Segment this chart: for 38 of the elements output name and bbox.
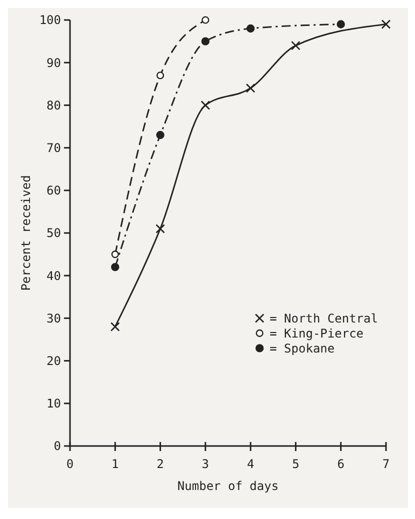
- point: [156, 72, 164, 80]
- point: [200, 100, 210, 110]
- legend-label: = Spokane: [270, 341, 335, 356]
- y-tick-label: 50: [46, 226, 61, 240]
- y-tick-label: 70: [46, 141, 61, 155]
- point: [381, 20, 391, 29]
- x-axis-title: Number of days: [177, 479, 279, 493]
- point: [110, 322, 120, 332]
- y-tick-label: 80: [46, 98, 61, 112]
- legend-label: = North Central: [270, 311, 378, 326]
- y-tick-label: 0: [54, 439, 61, 454]
- point: [336, 20, 345, 28]
- point: [156, 224, 165, 234]
- x-tick-label: 5: [292, 457, 300, 471]
- x-tick-label: 3: [202, 457, 210, 471]
- y-axis-title: Percent received: [19, 175, 33, 291]
- y-tick-label: 100: [39, 13, 61, 28]
- x-tick-label: 1: [112, 457, 119, 471]
- x-tick-label: 4: [246, 457, 254, 471]
- point: [291, 40, 300, 50]
- x-tick-label: 0: [66, 457, 74, 471]
- y-tick-label: 10: [46, 396, 61, 411]
- point: [156, 130, 164, 140]
- point: [246, 24, 255, 33]
- y-tick-label: 60: [46, 184, 61, 198]
- point: [246, 83, 256, 93]
- x-tick-label: 6: [337, 457, 344, 471]
- x-tick-label: 7: [382, 457, 390, 471]
- x-tick-label: 2: [156, 457, 164, 471]
- legend-label: = King-Pierce: [270, 326, 364, 340]
- y-tick-label: 30: [46, 311, 61, 326]
- point: [202, 16, 210, 24]
- point: [201, 37, 210, 46]
- point: [111, 250, 119, 258]
- y-tick-label: 20: [46, 354, 61, 368]
- y-tick-label: 40: [46, 268, 61, 283]
- point: [111, 262, 120, 272]
- y-tick-label: 90: [46, 56, 61, 70]
